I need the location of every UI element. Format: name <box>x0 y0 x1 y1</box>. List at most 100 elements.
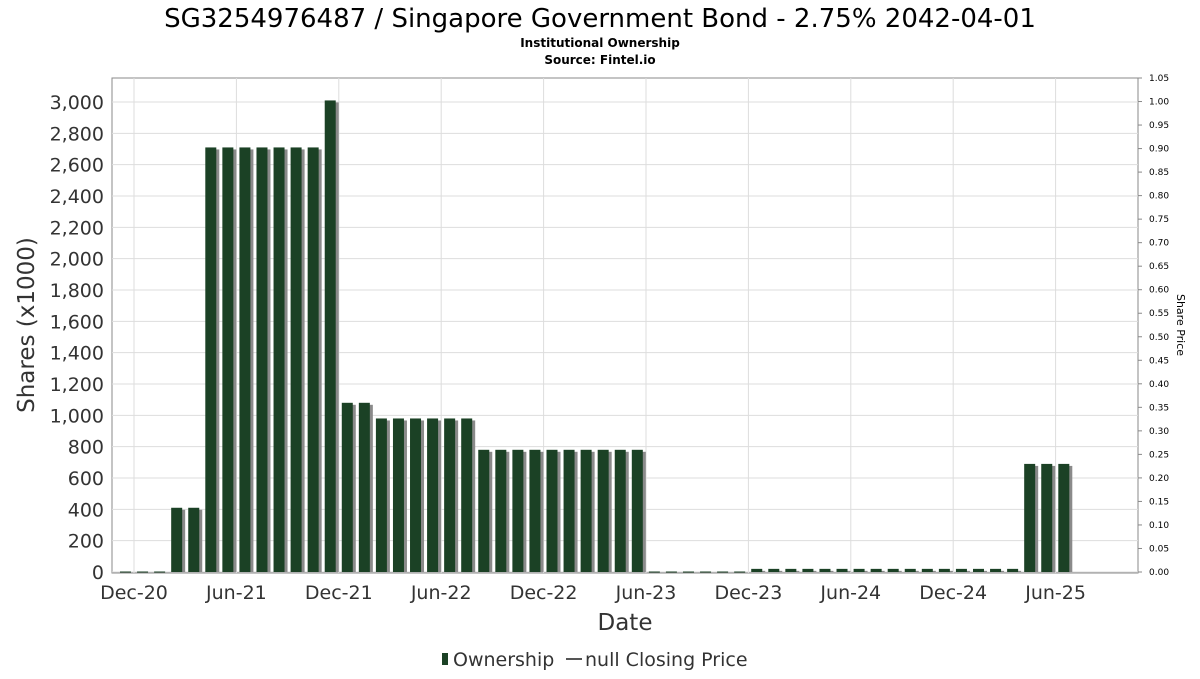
secondary-y-tick-label: 0.70 <box>1149 239 1169 249</box>
y-tick-label: 2,600 <box>50 155 104 177</box>
secondary-y-tick-label: 0.60 <box>1149 286 1169 296</box>
ownership-bar <box>631 449 643 572</box>
ownership-bar <box>1024 463 1036 572</box>
y-tick-label: 1,000 <box>50 405 104 427</box>
y-tick-label: 600 <box>68 468 104 490</box>
secondary-y-tick-label: 0.00 <box>1149 568 1169 578</box>
ownership-bar <box>256 147 268 572</box>
ownership-bar <box>529 449 541 572</box>
ownership-bar <box>410 418 422 572</box>
ownership-bar <box>904 568 916 572</box>
secondary-y-tick-label: 0.75 <box>1149 215 1169 225</box>
y-tick-label: 400 <box>68 499 104 521</box>
secondary-y-axis-label: Share Price <box>1174 294 1187 356</box>
y-tick-label: 3,000 <box>50 92 104 114</box>
chart-subtitle: Institutional Ownership <box>520 36 680 50</box>
ownership-bar <box>495 449 507 572</box>
secondary-y-tick-label: 0.90 <box>1149 145 1169 155</box>
ownership-bar <box>392 418 404 572</box>
x-tick-label: Dec-23 <box>714 582 782 604</box>
secondary-y-tick-label: 0.95 <box>1149 121 1169 131</box>
secondary-y-tick-label: 0.45 <box>1149 356 1169 366</box>
secondary-y-tick-label: 0.05 <box>1149 544 1169 554</box>
ownership-bar <box>853 568 865 572</box>
x-tick-label: Jun-23 <box>615 582 677 604</box>
ownership-bar <box>1058 463 1070 572</box>
ownership-bar <box>171 507 183 572</box>
ownership-bar <box>546 449 558 572</box>
y-tick-label: 2,200 <box>50 217 104 239</box>
y-axis-ticks: 0 200 400 600 800 1,000 1,200 1,400 1,600 1,800 2,… <box>50 92 104 584</box>
bars <box>120 100 1073 573</box>
secondary-y-tick-label: 0.85 <box>1149 168 1169 178</box>
ownership-bar <box>751 568 763 572</box>
legend-closing-price-label: null Closing Price <box>585 649 748 671</box>
ownership-bar <box>870 568 882 572</box>
y-tick-label: 1,800 <box>50 280 104 302</box>
ownership-bar <box>938 568 950 572</box>
ownership-bar <box>973 568 984 572</box>
ownership-bar <box>341 402 353 572</box>
chart-source: Source: Fintel.io <box>544 53 655 67</box>
chart-title: SG3254976487 / Singapore Government Bond… <box>164 4 1036 34</box>
ownership-bar <box>512 449 524 572</box>
secondary-y-tick-label: 0.35 <box>1149 403 1169 413</box>
x-axis-ticks: Dec-20 Jun-21 Dec-21 Jun-22 Dec-22 Jun-23 Dec-… <box>100 582 1086 604</box>
ownership-bar <box>802 568 814 572</box>
ownership-bar <box>375 418 387 572</box>
ownership-bar <box>887 568 899 572</box>
secondary-y-tick-label: 0.40 <box>1149 380 1169 390</box>
y-axis-label: Shares (x1000) <box>14 237 40 413</box>
ownership-bar <box>239 147 251 572</box>
x-tick-label: Jun-22 <box>410 582 472 604</box>
ownership-bar <box>768 568 780 572</box>
ownership-bar <box>563 449 575 572</box>
x-tick-label: Jun-21 <box>205 582 267 604</box>
secondary-y-tick-label: 0.55 <box>1149 309 1169 319</box>
secondary-y-tick-label: 0.50 <box>1149 333 1169 343</box>
ownership-bar <box>990 568 1002 572</box>
x-tick-label: Jun-25 <box>1024 582 1086 604</box>
ownership-bar <box>1007 568 1019 572</box>
ownership-bar <box>307 147 319 572</box>
secondary-y-tick-label: 0.80 <box>1149 192 1169 202</box>
secondary-y-axis-ticks: 0.00 0.05 0.10 0.15 0.20 0.25 0.30 0.35 0.40 0.45… <box>1138 74 1169 578</box>
ownership-bar <box>427 418 439 572</box>
x-tick-label: Jun-24 <box>819 582 881 604</box>
ownership-bar <box>580 449 592 572</box>
secondary-y-tick-label: 0.10 <box>1149 521 1169 531</box>
ownership-bar <box>222 147 234 572</box>
secondary-y-tick-label: 0.20 <box>1149 474 1169 484</box>
ownership-bar <box>614 449 626 572</box>
ownership-bar <box>836 568 848 572</box>
x-tick-label: Dec-22 <box>510 582 578 604</box>
ownership-bar <box>478 449 490 572</box>
x-tick-label: Dec-20 <box>100 582 168 604</box>
y-tick-label: 0 <box>92 562 104 584</box>
secondary-y-tick-label: 0.30 <box>1149 427 1169 437</box>
secondary-y-tick-label: 1.05 <box>1149 74 1169 84</box>
x-axis-label: Date <box>598 610 653 636</box>
ownership-bar <box>444 418 456 572</box>
ownership-bar <box>358 402 370 572</box>
ownership-bar <box>785 568 797 572</box>
ownership-bar <box>273 147 285 572</box>
secondary-y-tick-label: 0.65 <box>1149 262 1169 272</box>
y-tick-label: 1,600 <box>50 311 104 333</box>
ownership-bar <box>188 507 200 572</box>
x-tick-label: Dec-21 <box>305 582 373 604</box>
secondary-y-tick-label: 0.25 <box>1149 450 1169 460</box>
ownership-bar <box>205 147 217 572</box>
ownership-bar <box>1041 463 1053 572</box>
ownership-bar <box>597 449 609 572</box>
x-tick-label: Dec-24 <box>919 582 987 604</box>
legend-ownership-marker <box>442 653 448 665</box>
ownership-bar <box>324 100 336 572</box>
legend-ownership-label: Ownership <box>453 649 554 671</box>
y-tick-label: 2,000 <box>50 249 104 271</box>
ownership-bar <box>290 147 302 572</box>
secondary-y-tick-label: 0.15 <box>1149 497 1169 507</box>
y-tick-label: 1,200 <box>50 374 104 396</box>
